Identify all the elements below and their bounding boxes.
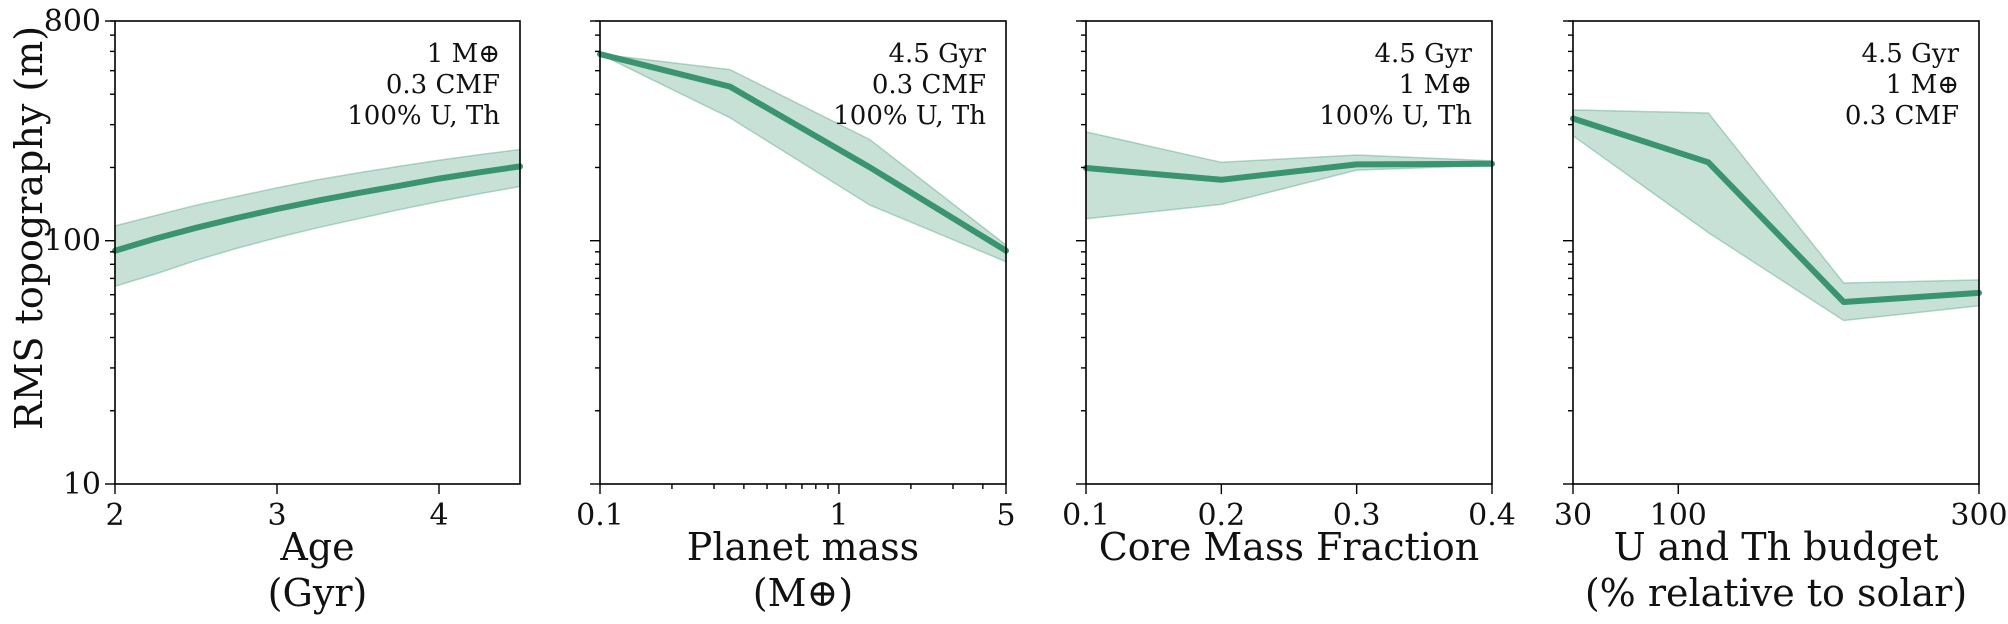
panel-annotation: 0.3 CMF <box>1845 101 1959 131</box>
y-tick-label: 10 <box>63 467 101 502</box>
x-axis-label: (Gyr) <box>268 571 368 615</box>
x-axis-label: Planet mass <box>687 525 919 569</box>
x-tick-label: 0.1 <box>1062 498 1110 533</box>
panel-annotation: 4.5 Gyr <box>1375 39 1473 69</box>
panel-annotation: 100% U, Th <box>347 101 500 131</box>
x-axis-label: U and Th budget <box>1614 525 1939 569</box>
x-tick-label: 100 <box>1650 498 1707 533</box>
x-tick-label: 0.2 <box>1197 498 1245 533</box>
x-tick-label: 4 <box>429 498 448 533</box>
panel-annotation: 100% U, Th <box>833 101 986 131</box>
panel-4: 30 100 300 U and Th budget(% relative to so… <box>1554 20 2008 615</box>
x-axis-label: (M⊕) <box>753 571 853 615</box>
y-tick-label: 800 <box>44 4 101 39</box>
x-tick-label: 1 <box>829 498 848 533</box>
x-axis-label: Core Mass Fraction <box>1099 525 1480 569</box>
median-line <box>1083 160 1495 183</box>
x-tick-label: 3 <box>267 498 286 533</box>
panel-annotation: 1 M⊕ <box>1886 70 1959 100</box>
y-axis-label: RMS topography (m) <box>7 26 51 430</box>
panel-annotation: 100% U, Th <box>1319 101 1472 131</box>
x-tick-label: 0.3 <box>1333 498 1381 533</box>
x-tick-label: 5 <box>996 498 1015 533</box>
y-tick-label: 100 <box>44 224 101 259</box>
uncertainty-band <box>114 148 521 288</box>
panel-annotation: 1 M⊕ <box>1399 70 1472 100</box>
panel-annotation: 4.5 Gyr <box>889 39 987 69</box>
panel-annotation: 1 M⊕ <box>427 39 500 69</box>
x-tick-label: 0.1 <box>576 498 624 533</box>
median-line <box>597 51 1009 254</box>
x-tick-label: 30 <box>1554 498 1592 533</box>
x-axis-label: (% relative to solar) <box>1585 571 1967 615</box>
panel-annotation: 4.5 Gyr <box>1862 39 1960 69</box>
x-tick-label: 300 <box>1950 498 2007 533</box>
median-line <box>112 163 523 254</box>
median-line <box>1570 115 1982 305</box>
x-tick-label: 0.4 <box>1468 498 1516 533</box>
uncertainty-band <box>1572 109 1980 322</box>
panel-annotation: 0.3 CMF <box>386 70 500 100</box>
x-axis-label: Age <box>279 525 354 569</box>
panel-annotation: 0.3 CMF <box>872 70 986 100</box>
x-tick-label: 2 <box>105 498 124 533</box>
